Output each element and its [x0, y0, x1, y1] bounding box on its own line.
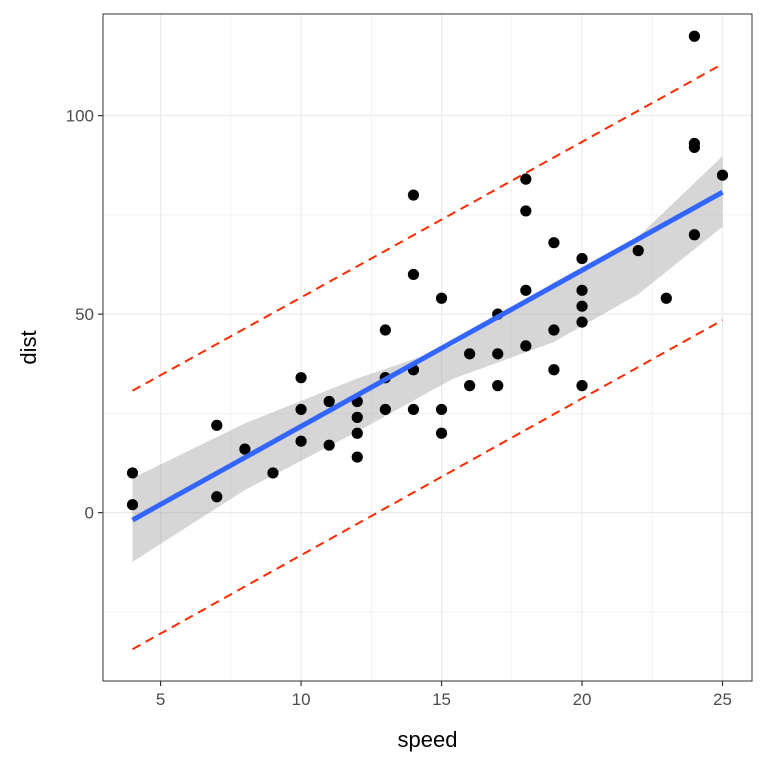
data-point — [520, 284, 532, 296]
data-point — [351, 427, 363, 439]
data-point — [211, 419, 223, 431]
line-layer — [131, 63, 724, 651]
x-tick-label: 20 — [573, 690, 592, 709]
x-tick-label: 15 — [432, 690, 451, 709]
data-point — [520, 340, 532, 352]
data-point — [576, 300, 588, 312]
data-point — [435, 427, 448, 439]
data-point — [716, 169, 729, 181]
data-point — [520, 173, 532, 185]
data-point — [435, 292, 448, 304]
data-point — [548, 364, 560, 376]
band-layer — [132, 156, 723, 562]
data-point — [323, 439, 335, 451]
y-tick-label: 100 — [66, 107, 94, 126]
data-point — [464, 380, 476, 392]
data-point — [407, 189, 420, 201]
data-point — [576, 316, 588, 328]
data-point — [435, 403, 448, 416]
y-axis-title: dist — [16, 330, 41, 364]
data-point — [211, 491, 223, 503]
data-point — [295, 372, 307, 384]
data-point — [351, 411, 363, 423]
data-point — [548, 237, 560, 249]
y-tick-label: 50 — [75, 305, 94, 324]
data-point — [351, 451, 363, 463]
prediction-upper-line — [132, 63, 723, 392]
data-point — [688, 30, 701, 42]
data-point — [126, 467, 139, 479]
y-tick-label: 0 — [85, 504, 94, 523]
data-point — [379, 403, 391, 416]
data-point — [323, 395, 335, 408]
data-point — [239, 443, 251, 455]
data-point — [576, 252, 588, 265]
data-point — [688, 229, 701, 241]
data-point — [548, 324, 560, 336]
data-point — [295, 435, 307, 447]
data-point — [520, 205, 532, 217]
x-tick-label: 25 — [713, 690, 732, 709]
panel-border — [102, 13, 753, 682]
data-point — [660, 292, 672, 304]
data-point — [464, 348, 476, 360]
data-point — [492, 380, 504, 392]
prediction-lower-line — [132, 319, 723, 651]
x-tick-label: 10 — [292, 690, 311, 709]
data-point — [632, 245, 644, 257]
grid-layer — [103, 14, 752, 681]
data-point — [379, 324, 391, 336]
x-axis-title: speed — [398, 727, 458, 752]
confidence-band — [132, 156, 723, 562]
data-point — [407, 268, 420, 281]
axis-layer: 5 10 15 20 25 0 50 100 — [66, 107, 732, 709]
data-point — [576, 380, 588, 392]
data-point — [407, 403, 420, 416]
data-point — [126, 499, 139, 511]
data-point — [267, 467, 279, 479]
regression-line — [131, 189, 724, 523]
data-point — [576, 284, 588, 296]
data-point — [295, 403, 307, 416]
data-point — [492, 348, 504, 360]
x-tick-label: 5 — [156, 690, 165, 709]
data-point — [688, 137, 701, 150]
